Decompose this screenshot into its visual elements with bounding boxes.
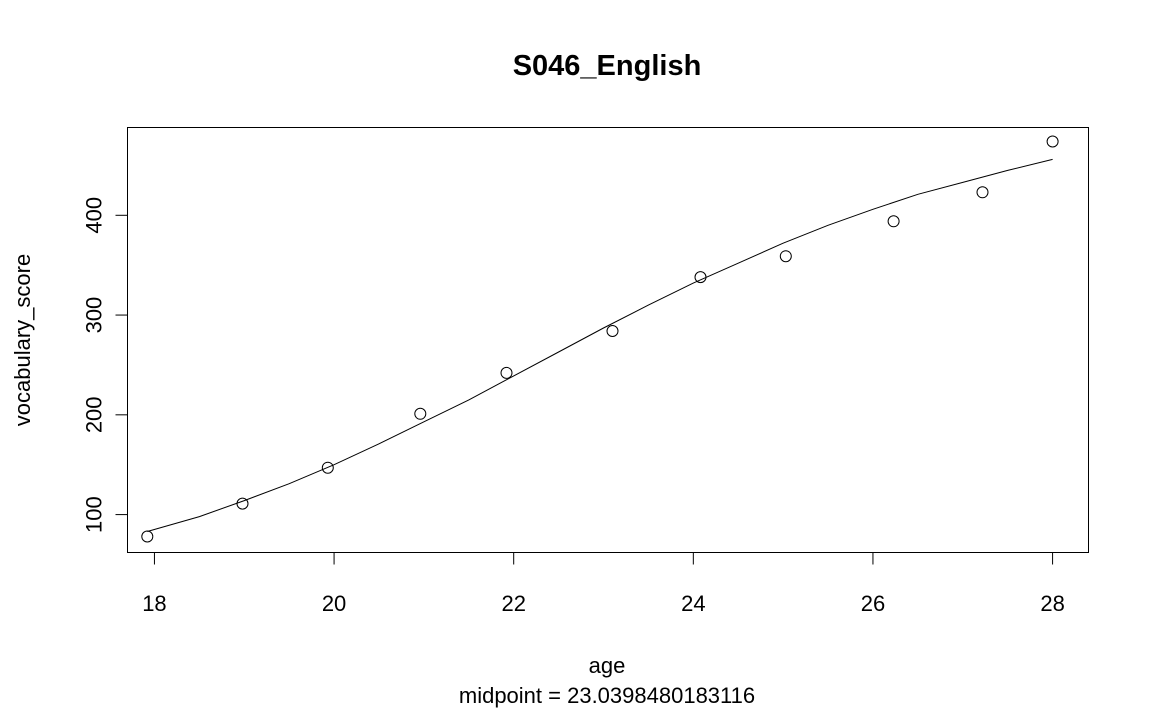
- plot-frame: [127, 127, 1089, 553]
- data-point: [1046, 135, 1059, 148]
- y-tick-label: 100: [82, 496, 107, 533]
- data-point: [887, 215, 900, 228]
- data-point: [236, 497, 249, 510]
- y-tick-label: 200: [82, 396, 107, 433]
- data-point: [500, 366, 513, 379]
- x-axis-label: age: [589, 653, 626, 678]
- y-axis-label: vocabulary_score: [10, 254, 35, 426]
- x-tick-label: 26: [861, 591, 885, 616]
- data-point: [606, 325, 619, 337]
- fitted-curve: [147, 158, 1053, 532]
- fit-layer: [147, 158, 1053, 532]
- data-point: [141, 530, 154, 543]
- data-point: [779, 250, 792, 263]
- data-point: [694, 271, 707, 284]
- x-tick-label: 18: [142, 591, 166, 616]
- x-tick-label: 20: [322, 591, 346, 616]
- y-axis: 100 200 300 400: [82, 197, 128, 533]
- x-tick-label: 24: [681, 591, 705, 616]
- chart-subtitle: midpoint = 23.0398480183116: [459, 683, 755, 708]
- y-tick-label: 400: [82, 197, 107, 234]
- chart-title: S046_English: [513, 50, 702, 82]
- x-axis: 18 20 22 24 26 28: [142, 552, 1065, 616]
- data-point: [976, 186, 989, 199]
- y-tick-label: 300: [82, 297, 107, 334]
- x-tick-label: 28: [1040, 591, 1064, 616]
- point-layer: [141, 135, 1059, 543]
- x-tick-label: 22: [501, 591, 525, 616]
- data-point: [321, 461, 334, 474]
- data-point: [414, 407, 427, 420]
